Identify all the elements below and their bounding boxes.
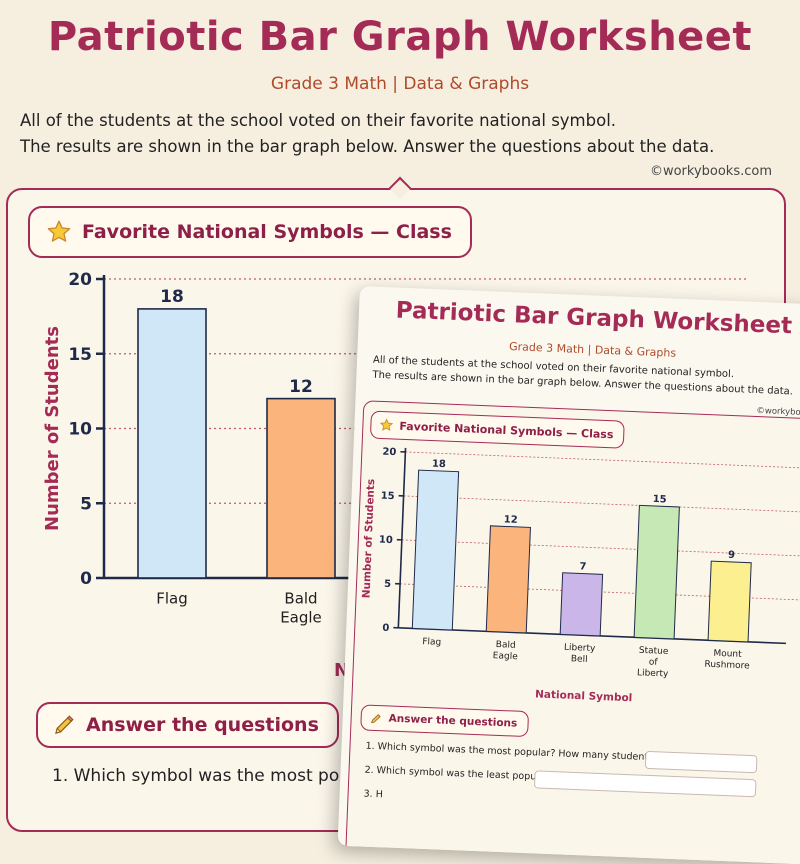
x-category-label: Bald <box>496 640 516 651</box>
y-tick-label: 10 <box>68 420 92 440</box>
x-category-label: Rushmore <box>704 660 750 672</box>
bar <box>138 309 206 578</box>
y-tick-label: 20 <box>382 447 396 459</box>
x-category-label: Flag <box>156 590 188 608</box>
x-category-label: Bell <box>571 654 588 665</box>
bar-value-label: 12 <box>289 377 313 397</box>
x-axis-label: National Symbol <box>535 688 633 704</box>
y-tick-label: 5 <box>80 494 92 514</box>
gridline <box>405 452 800 468</box>
bar-value-label: 18 <box>160 287 184 307</box>
x-category-label: Eagle <box>280 608 322 626</box>
bar <box>486 526 530 633</box>
bar <box>560 573 602 636</box>
star-icon <box>46 219 72 245</box>
x-category-label: Statue <box>639 646 669 657</box>
bar <box>708 561 751 642</box>
gridline <box>402 540 800 556</box>
mini-star-icon <box>379 418 394 433</box>
y-tick-label: 15 <box>68 345 92 365</box>
answer-section-heading: Answer the questions <box>36 702 339 748</box>
bar-value-label: 7 <box>579 561 586 572</box>
mini-worksheet: Patriotic Bar Graph Worksheet Grade 3 Ma… <box>338 286 800 864</box>
y-tick-label: 0 <box>80 569 92 589</box>
x-category-label: Liberty <box>637 668 669 679</box>
mini-pencil-icon <box>369 711 383 725</box>
y-tick-label: 0 <box>382 623 389 634</box>
pencil-icon <box>52 713 76 737</box>
mini-chart-heading-label: Favorite National Symbols — Class <box>399 419 614 441</box>
x-category-label: Flag <box>422 637 441 648</box>
bar-value-label: 12 <box>504 514 518 526</box>
bar-value-label: 18 <box>432 459 446 471</box>
x-category-label: Liberty <box>564 643 596 654</box>
y-tick-label: 10 <box>379 535 393 547</box>
mini-answer-heading-label: Answer the questions <box>388 713 517 730</box>
x-category-label: Bald <box>284 590 317 608</box>
y-tick-label: 20 <box>68 270 92 290</box>
x-category-label: Eagle <box>493 651 519 662</box>
y-axis-label: Number of Students <box>360 479 377 599</box>
y-axis-label: Number of Students <box>42 326 63 531</box>
bar-value-label: 15 <box>652 494 666 506</box>
bar-value-label: 9 <box>728 550 735 561</box>
y-tick-label: 5 <box>384 579 391 590</box>
answer-section-heading-label: Answer the questions <box>86 714 319 736</box>
bar <box>412 470 458 630</box>
gridline <box>404 496 800 512</box>
bar <box>634 505 679 638</box>
chart-section-heading: Favorite National Symbols — Class <box>28 206 472 258</box>
mini-question-3: 3. H <box>363 789 383 801</box>
bar <box>267 399 335 578</box>
chart-section-heading-label: Favorite National Symbols — Class <box>82 221 452 243</box>
y-tick-label: 15 <box>380 491 394 503</box>
x-category-label: Mount <box>713 649 742 660</box>
x-category-label: of <box>649 657 659 667</box>
y-axis <box>398 448 405 628</box>
